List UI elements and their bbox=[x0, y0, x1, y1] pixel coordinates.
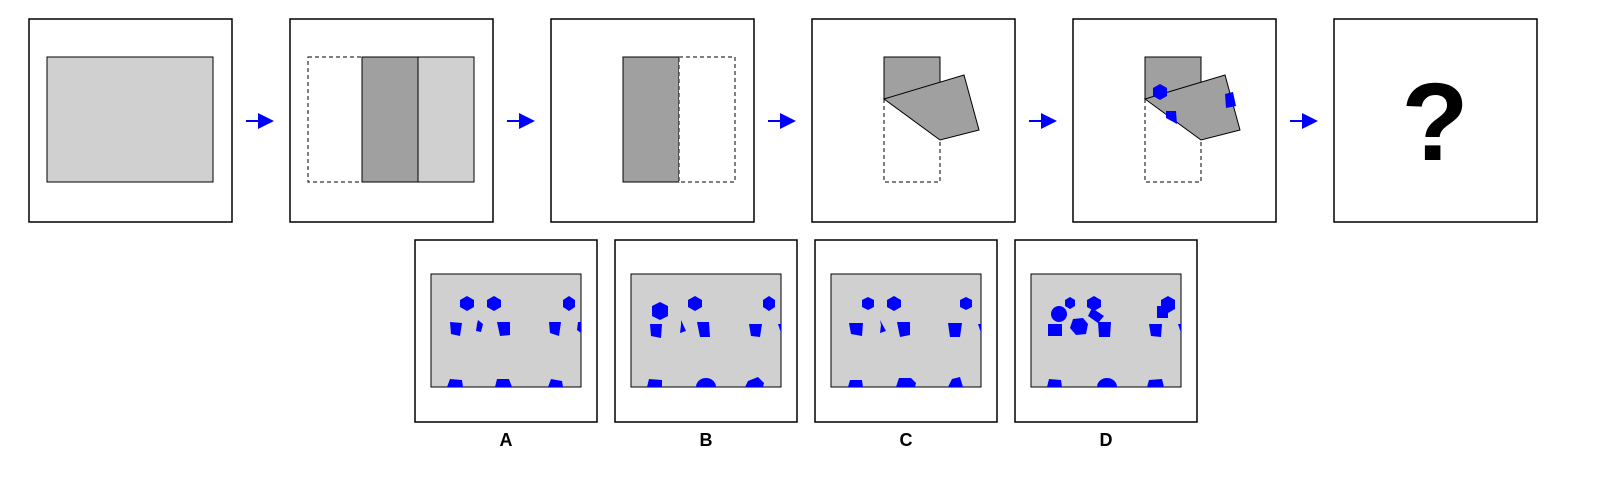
option-c-label[interactable]: C bbox=[899, 430, 913, 450]
hexagon-hole bbox=[652, 302, 668, 320]
square-hole bbox=[447, 379, 463, 387]
option-d-label[interactable]: D bbox=[1099, 430, 1113, 450]
question-panel: ? bbox=[1333, 18, 1538, 223]
square-hole bbox=[450, 322, 462, 336]
step-2-panel bbox=[289, 18, 494, 223]
hexagon-hole bbox=[862, 297, 874, 310]
square-hole bbox=[749, 324, 762, 337]
option-a-panel[interactable] bbox=[414, 239, 598, 423]
square-hole bbox=[647, 379, 662, 387]
square-hole bbox=[549, 322, 561, 336]
hexagon-hole bbox=[1153, 84, 1167, 100]
hexagon-hole bbox=[688, 296, 702, 311]
folded-away-outline bbox=[883, 99, 941, 183]
circle-hole bbox=[1051, 306, 1067, 322]
square-hole bbox=[1157, 306, 1168, 318]
pentagon-hole bbox=[476, 320, 483, 332]
square-hole bbox=[1048, 324, 1062, 336]
folded-layer bbox=[622, 56, 680, 183]
square-hole bbox=[1149, 324, 1162, 337]
paper-sheet bbox=[46, 56, 214, 183]
square-hole bbox=[1166, 111, 1177, 124]
hexagon-hole bbox=[460, 296, 474, 311]
hexagon-hole bbox=[1065, 297, 1075, 309]
step-3-panel bbox=[550, 18, 755, 223]
square-hole bbox=[1047, 379, 1062, 387]
square-hole bbox=[1088, 308, 1104, 323]
square-hole bbox=[497, 322, 510, 336]
square-hole bbox=[849, 323, 863, 336]
square-hole bbox=[697, 322, 710, 337]
folded-away-outline bbox=[307, 56, 363, 183]
square-hole bbox=[577, 322, 581, 333]
triangle-hole bbox=[948, 377, 963, 387]
hexagon-hole bbox=[887, 296, 901, 311]
option-c-panel[interactable] bbox=[814, 239, 998, 423]
hexagon-hole bbox=[563, 296, 575, 311]
square-hole bbox=[1098, 322, 1111, 337]
hexagon-hole bbox=[1070, 318, 1088, 335]
folded-away-outline bbox=[1144, 99, 1202, 183]
square-hole bbox=[1147, 379, 1164, 387]
option-b-label[interactable]: B bbox=[699, 430, 713, 450]
square-hole bbox=[548, 379, 563, 387]
diagonal-folded-layer bbox=[1143, 74, 1241, 141]
triangle-hole bbox=[778, 324, 781, 333]
square-hole bbox=[897, 322, 910, 337]
panel-frame bbox=[1333, 18, 1538, 223]
square-hole bbox=[848, 380, 863, 387]
hexagon-hole bbox=[896, 378, 916, 387]
hexagon-hole bbox=[745, 377, 764, 387]
paper-sheet bbox=[417, 56, 475, 183]
hexagon-hole bbox=[487, 296, 501, 311]
square-hole bbox=[948, 323, 962, 337]
hexagon-hole bbox=[960, 297, 972, 310]
step-1-panel bbox=[28, 18, 233, 223]
folded-away-outline bbox=[678, 56, 736, 183]
hexagon-hole bbox=[763, 296, 775, 311]
folded-layer bbox=[361, 56, 419, 183]
step-4-panel bbox=[811, 18, 1016, 223]
square-hole bbox=[495, 379, 512, 387]
circle-hole bbox=[696, 378, 716, 387]
diagonal-folded-layer bbox=[882, 74, 980, 141]
square-hole bbox=[650, 324, 662, 338]
circle-hole bbox=[1097, 378, 1117, 387]
triangle-hole bbox=[880, 320, 886, 333]
triangle-hole bbox=[1178, 324, 1181, 333]
step-5-panel bbox=[1072, 18, 1277, 223]
triangle-hole bbox=[978, 324, 981, 333]
question-mark: ? bbox=[1401, 61, 1468, 184]
triangle-hole bbox=[680, 320, 686, 333]
option-b-panel[interactable] bbox=[614, 239, 798, 423]
option-d-panel[interactable] bbox=[1014, 239, 1198, 423]
hexagon-hole bbox=[1087, 296, 1101, 311]
square-hole bbox=[1225, 92, 1236, 108]
option-a-label[interactable]: A bbox=[499, 430, 513, 450]
